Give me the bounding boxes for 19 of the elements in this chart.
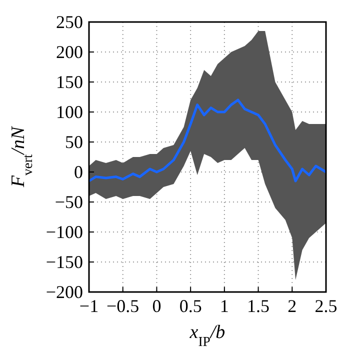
y-tick-label: −150 [46, 252, 83, 272]
y-tick-label: 100 [56, 102, 83, 122]
x-tick-label: 1 [220, 296, 229, 316]
x-tick-label: 1.5 [247, 296, 270, 316]
x-tick-label: 2 [288, 296, 297, 316]
y-tick-label: −200 [46, 282, 83, 302]
y-tick-label: −50 [54, 192, 83, 212]
y-tick-label: −100 [46, 222, 83, 242]
x-tick-label: 2.5 [314, 296, 338, 316]
x-tick-label: 0 [152, 296, 162, 316]
y-tick-label: 50 [65, 132, 83, 152]
x-axis-title: x$_{IP}$/b [188, 322, 226, 348]
y-tick-label: 0 [74, 162, 83, 182]
x-tick-label: 0.5 [179, 296, 202, 316]
y-tick-label: 200 [56, 42, 83, 62]
line-series [88, 98, 328, 182]
y-tick-label: 150 [56, 72, 83, 92]
x-tick-label: −0.5 [106, 296, 140, 316]
y-tick-label: 250 [56, 12, 83, 32]
